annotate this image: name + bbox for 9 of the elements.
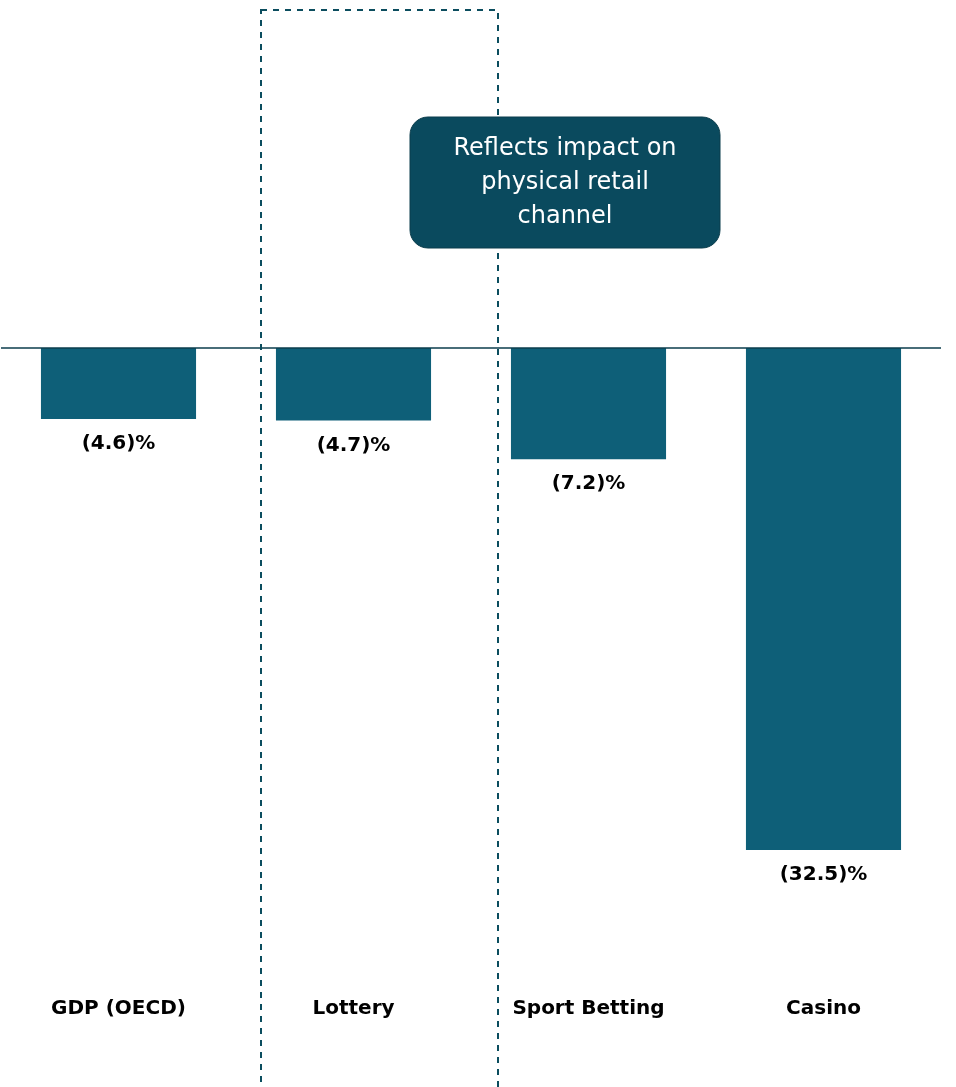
data-label: (7.2)% — [551, 470, 626, 495]
x-tick-label: Casino — [786, 994, 861, 1019]
x-tick-label: GDP (OECD) — [51, 994, 186, 1019]
data-label: (4.6)% — [81, 430, 156, 455]
x-tick-label: Sport Betting — [512, 994, 665, 1019]
x-tick-label: Lottery — [312, 994, 395, 1019]
data-label: (4.7)% — [316, 431, 391, 456]
text: Reflects impact on physical retail channel — [453, 133, 677, 229]
data-label: (32.5)% — [779, 861, 868, 885]
